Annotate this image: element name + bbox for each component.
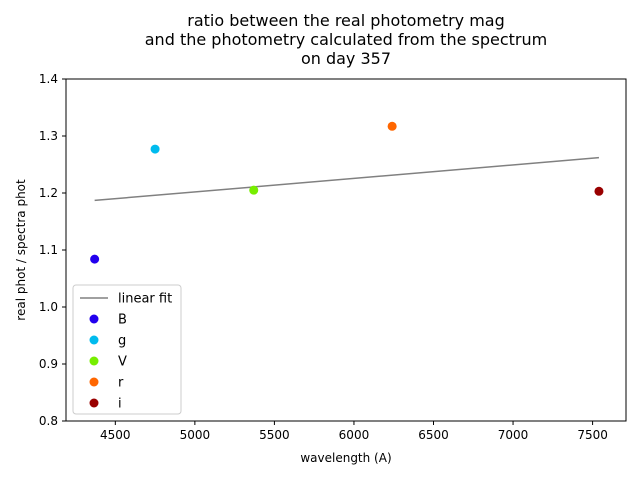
title-line-1: ratio between the real photometry mag <box>187 11 505 30</box>
legend-box <box>72 284 182 415</box>
title-line-3: on day 357 <box>301 49 391 68</box>
legend-swatch-B <box>89 314 99 324</box>
x-axis: 4500 5000 5500 6000 6500 7000 7500 <box>100 421 608 442</box>
x-tick-label: 5500 <box>259 428 290 442</box>
x-tick-label: 4500 <box>100 428 131 442</box>
y-tick-label: 0.8 <box>39 414 58 428</box>
legend-swatch-r <box>89 377 99 387</box>
point-i <box>594 186 604 196</box>
legend-label-B: B <box>118 313 127 328</box>
y-axis: 0.8 0.9 1.0 1.1 1.2 1.3 1.4 <box>39 72 66 428</box>
legend-label-r: r <box>118 376 124 391</box>
y-tick-label: 1.0 <box>39 300 58 314</box>
linear-fit-line <box>94 156 600 202</box>
title-line-2: and the photometry calculated from the s… <box>145 30 547 49</box>
chart-title: ratio between the real photometry magand… <box>145 11 547 68</box>
x-tick-label: 7500 <box>577 428 608 442</box>
data-marks <box>90 121 604 264</box>
y-tick-label: 0.9 <box>39 357 58 371</box>
x-tick-label: 7000 <box>498 428 529 442</box>
point-r <box>387 121 397 131</box>
point-g <box>150 144 160 154</box>
x-tick-label: 5000 <box>180 428 211 442</box>
y-tick-label: 1.1 <box>39 243 58 257</box>
point-V <box>249 185 259 195</box>
x-axis-label: wavelength (A) <box>300 451 391 465</box>
legend-swatch-V <box>89 356 99 366</box>
legend-label-i: i <box>118 397 122 412</box>
legend-swatch-i <box>89 398 99 408</box>
legend-swatch-g <box>89 335 99 345</box>
legend-label-linear-fit: linear fit <box>118 292 172 307</box>
x-tick-label: 6000 <box>339 428 370 442</box>
y-axis-label: real phot / spectra phot <box>14 179 28 321</box>
y-tick-label: 1.2 <box>39 186 58 200</box>
x-tick-label: 6500 <box>418 428 449 442</box>
y-tick-label: 1.3 <box>39 129 58 143</box>
y-tick-label: 1.4 <box>39 72 58 86</box>
point-B <box>90 254 100 264</box>
legend-label-V: V <box>118 355 127 370</box>
legend-label-g: g <box>118 334 126 349</box>
